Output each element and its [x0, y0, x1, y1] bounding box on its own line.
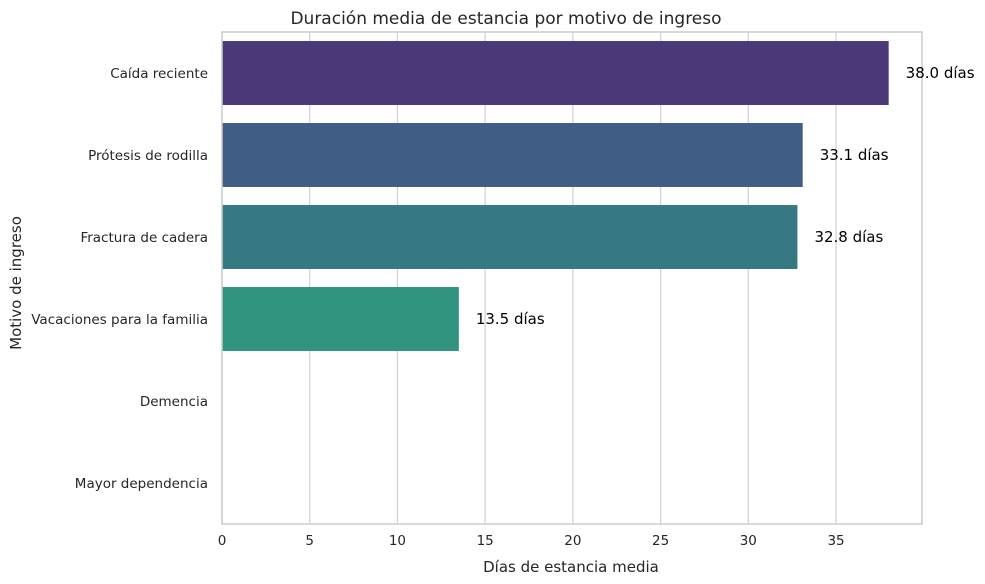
x-tick-label: 30 — [740, 533, 757, 549]
x-tick-label: 10 — [389, 533, 406, 549]
bar-value-label: 33.1 días — [820, 146, 889, 164]
plot-frame — [221, 31, 923, 525]
x-axis-ticks: 0 5 10 15 20 25 30 35 — [218, 533, 845, 549]
chart-title: Duración media de estancia por motivo de… — [290, 9, 721, 29]
bar — [222, 205, 798, 269]
y-tick-label: Vacaciones para la familia — [31, 312, 208, 328]
y-axis-label: Motivo de ingreso — [7, 216, 25, 350]
y-tick-label: Mayor dependencia — [75, 476, 208, 492]
y-axis-ticks: Caída reciente Prótesis de rodilla Fractur… — [31, 66, 208, 492]
x-tick-label: 35 — [827, 533, 844, 549]
bar-value-label: 13.5 días — [476, 310, 545, 328]
y-tick-label: Fractura de cadera — [80, 230, 208, 246]
x-axis-label: Días de estancia media — [483, 558, 659, 576]
bar-value-label: 32.8 días — [814, 228, 883, 246]
x-tick-label: 20 — [564, 533, 581, 549]
bar — [222, 41, 889, 105]
y-tick-label: Demencia — [140, 394, 208, 410]
x-tick-label: 15 — [477, 533, 494, 549]
bar-value-label: 38.0 días — [906, 64, 975, 82]
y-tick-label: Prótesis de rodilla — [88, 148, 208, 164]
bar — [222, 123, 803, 187]
grid-lines — [221, 32, 837, 524]
x-tick-label: 0 — [218, 533, 227, 549]
y-tick-label: Caída reciente — [110, 66, 208, 82]
data-labels: 38.0 días 33.1 días 32.8 días 13.5 días — [476, 64, 975, 328]
x-tick-label: 5 — [305, 533, 314, 549]
bar — [222, 287, 459, 351]
x-tick-label: 25 — [652, 533, 669, 549]
bars — [222, 41, 889, 351]
